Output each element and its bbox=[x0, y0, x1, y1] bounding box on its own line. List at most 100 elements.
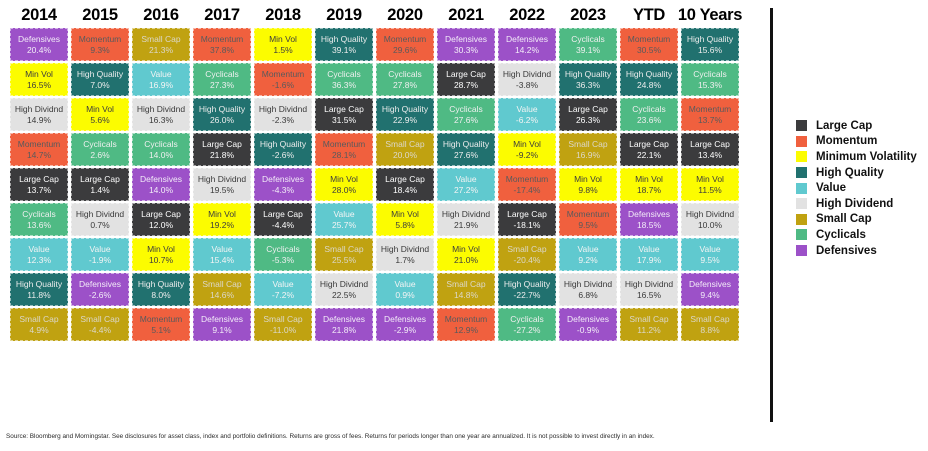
cell-factor-label: Small Cap bbox=[385, 138, 425, 149]
return-cell-momentum: Momentum 9.5% bbox=[559, 203, 617, 236]
returns-grid: 2014 Defensives 20.4% Min Vol 16.5% High Divi… bbox=[10, 4, 743, 341]
legend-item-cyclicals: Cyclicals bbox=[796, 227, 917, 243]
return-cell-defensives: Defensives -2.6% bbox=[71, 273, 129, 306]
return-cell-momentum: Momentum -1.6% bbox=[254, 63, 312, 96]
cell-return-value: 39.1% bbox=[331, 44, 357, 55]
legend-label: Momentum bbox=[816, 135, 878, 148]
legend-label: Cyclicals bbox=[816, 228, 866, 241]
legend-swatch-icon bbox=[796, 167, 807, 179]
cell-factor-label: Cyclicals bbox=[83, 138, 117, 149]
cell-return-value: 36.3% bbox=[575, 79, 601, 90]
cell-factor-label: Large Cap bbox=[629, 138, 669, 149]
cell-return-value: 12.9% bbox=[453, 324, 479, 335]
cell-factor-label: Large Cap bbox=[446, 68, 486, 79]
cell-factor-label: Min Vol bbox=[452, 243, 480, 254]
legend-item-small_cap: Small Cap bbox=[796, 212, 917, 228]
return-cell-high_dividend: High Dividnd 16.3% bbox=[132, 98, 190, 131]
return-cell-defensives: Defensives 30.3% bbox=[437, 28, 495, 61]
return-cell-high_dividend: High Dividnd 19.5% bbox=[193, 168, 251, 201]
cell-return-value: -27.2% bbox=[513, 324, 541, 335]
cell-factor-label: Min Vol bbox=[208, 208, 236, 219]
cell-return-value: 19.5% bbox=[209, 184, 235, 195]
return-cell-large_cap: Large Cap 12.0% bbox=[132, 203, 190, 236]
cell-factor-label: Small Cap bbox=[324, 243, 364, 254]
return-cell-small_cap: Small Cap -11.0% bbox=[254, 308, 312, 341]
return-cell-min_vol: Min Vol 21.0% bbox=[437, 238, 495, 271]
cell-factor-label: Momentum bbox=[78, 33, 122, 44]
cell-factor-label: Large Cap bbox=[202, 138, 242, 149]
return-cell-momentum: Momentum 37.8% bbox=[193, 28, 251, 61]
return-cell-high_dividend: High Dividnd 16.5% bbox=[620, 273, 678, 306]
return-cell-min_vol: Min Vol 1.5% bbox=[254, 28, 312, 61]
return-cell-min_vol: Min Vol 11.5% bbox=[681, 168, 739, 201]
cell-return-value: -2.3% bbox=[271, 114, 295, 125]
cell-return-value: -18.1% bbox=[513, 219, 541, 230]
cell-factor-label: Cyclicals bbox=[449, 103, 483, 114]
cell-return-value: 18.5% bbox=[636, 219, 662, 230]
cell-factor-label: Defensives bbox=[688, 278, 732, 289]
return-cell-value: Value 17.9% bbox=[620, 238, 678, 271]
cell-factor-label: Value bbox=[577, 243, 599, 254]
return-cell-value: Value -7.2% bbox=[254, 273, 312, 306]
return-cell-high_quality: High Quality 7.0% bbox=[71, 63, 129, 96]
return-cell-value: Value 27.2% bbox=[437, 168, 495, 201]
cell-factor-label: Small Cap bbox=[141, 33, 181, 44]
return-cell-small_cap: Small Cap 4.9% bbox=[10, 308, 68, 341]
return-cell-min_vol: Min Vol 10.7% bbox=[132, 238, 190, 271]
cell-return-value: 10.7% bbox=[148, 254, 174, 265]
cell-return-value: 5.6% bbox=[90, 114, 110, 125]
cell-factor-label: Momentum bbox=[505, 173, 549, 184]
cell-return-value: -1.9% bbox=[88, 254, 112, 265]
cell-return-value: 1.5% bbox=[273, 44, 293, 55]
cell-factor-label: Cyclicals bbox=[510, 313, 544, 324]
cell-return-value: 25.5% bbox=[331, 254, 357, 265]
cell-factor-label: Large Cap bbox=[690, 138, 730, 149]
column-header: 10 Years bbox=[677, 5, 743, 24]
cell-return-value: 16.5% bbox=[636, 289, 662, 300]
cell-factor-label: Small Cap bbox=[690, 313, 730, 324]
cell-return-value: -20.4% bbox=[513, 254, 541, 265]
return-cell-defensives: Defensives 21.8% bbox=[315, 308, 373, 341]
cell-return-value: 16.9% bbox=[575, 149, 601, 160]
cell-return-value: 19.2% bbox=[209, 219, 235, 230]
return-cell-value: Value 16.9% bbox=[132, 63, 190, 96]
legend-item-large_cap: Large Cap bbox=[796, 118, 917, 134]
cell-return-value: 20.0% bbox=[392, 149, 418, 160]
cell-return-value: 9.8% bbox=[578, 184, 598, 195]
cell-return-value: 11.2% bbox=[637, 324, 661, 335]
column-header: 2023 bbox=[570, 5, 606, 24]
cell-return-value: 8.0% bbox=[151, 289, 171, 300]
legend-item-defensives: Defensives bbox=[796, 243, 917, 259]
cell-factor-label: High Dividnd bbox=[380, 243, 430, 254]
cell-factor-label: Defensives bbox=[261, 173, 305, 184]
cell-return-value: 37.8% bbox=[209, 44, 235, 55]
return-cell-small_cap: Small Cap -4.4% bbox=[71, 308, 129, 341]
cell-return-value: -2.6% bbox=[88, 289, 112, 300]
cell-factor-label: High Quality bbox=[625, 68, 673, 79]
column-header: 2021 bbox=[448, 5, 484, 24]
cell-factor-label: Value bbox=[211, 243, 233, 254]
return-cell-min_vol: Min Vol 5.6% bbox=[71, 98, 129, 131]
legend-label: High Dividend bbox=[816, 197, 894, 210]
return-cell-value: Value 25.7% bbox=[315, 203, 373, 236]
cell-return-value: 14.7% bbox=[26, 149, 52, 160]
legend-swatch-icon bbox=[796, 135, 807, 147]
cell-return-value: 21.3% bbox=[148, 44, 174, 55]
cell-factor-label: Small Cap bbox=[507, 243, 547, 254]
return-cell-large_cap: Large Cap 18.4% bbox=[376, 168, 434, 201]
cell-return-value: 22.1% bbox=[636, 149, 662, 160]
cell-return-value: 14.0% bbox=[148, 149, 174, 160]
legend: Large Cap Momentum Minimum Volatility High … bbox=[796, 118, 917, 258]
cell-return-value: -17.4% bbox=[513, 184, 541, 195]
cell-factor-label: Momentum bbox=[688, 103, 732, 114]
legend-item-momentum: Momentum bbox=[796, 134, 917, 150]
cell-return-value: 13.7% bbox=[26, 184, 52, 195]
legend-label: Large Cap bbox=[816, 119, 873, 132]
legend-swatch-icon bbox=[796, 151, 807, 163]
column-header: 2017 bbox=[204, 5, 240, 24]
legend-item-min_vol: Minimum Volatility bbox=[796, 149, 917, 165]
cell-factor-label: Defensives bbox=[17, 33, 61, 44]
cell-return-value: -2.9% bbox=[393, 324, 417, 335]
return-cell-momentum: Momentum -17.4% bbox=[498, 168, 556, 201]
